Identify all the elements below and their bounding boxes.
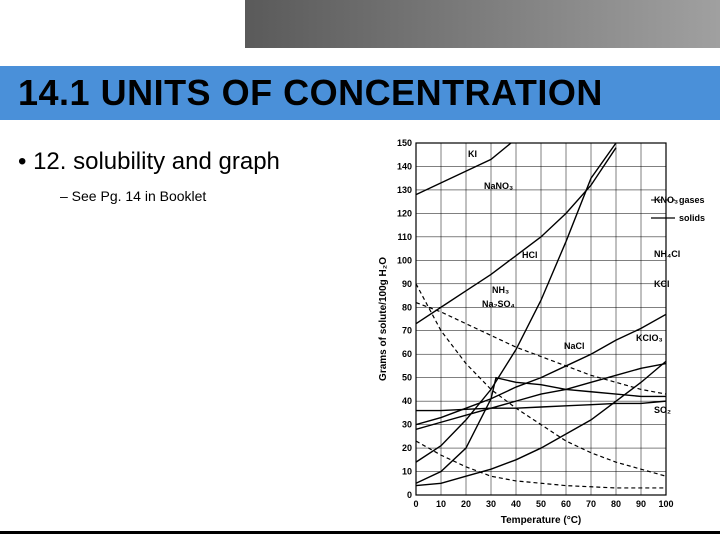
svg-text:70: 70 <box>586 499 596 509</box>
svg-text:SO₂: SO₂ <box>654 405 671 415</box>
title-bar: 14.1 UNITS OF CONCENTRATION <box>0 66 720 120</box>
svg-text:Temperature (°C): Temperature (°C) <box>501 515 582 526</box>
svg-text:30: 30 <box>402 420 412 430</box>
svg-text:20: 20 <box>461 499 471 509</box>
svg-text:80: 80 <box>611 499 621 509</box>
svg-text:0: 0 <box>413 499 418 509</box>
svg-text:40: 40 <box>511 499 521 509</box>
svg-text:KCl: KCl <box>654 279 670 289</box>
svg-text:10: 10 <box>436 499 446 509</box>
svg-text:100: 100 <box>658 499 673 509</box>
page-title: 14.1 UNITS OF CONCENTRATION <box>18 72 603 114</box>
svg-text:100: 100 <box>397 255 412 265</box>
svg-text:NH₄Cl: NH₄Cl <box>654 249 680 259</box>
svg-text:90: 90 <box>402 279 412 289</box>
svg-text:0: 0 <box>407 490 412 500</box>
svg-text:80: 80 <box>402 302 412 312</box>
svg-text:Na₂SO₄: Na₂SO₄ <box>482 299 515 309</box>
sub-bullet-text: – See Pg. 14 in Booklet <box>60 188 206 204</box>
svg-text:30: 30 <box>486 499 496 509</box>
svg-text:70: 70 <box>402 326 412 336</box>
svg-text:NaNO₃: NaNO₃ <box>484 181 513 191</box>
svg-text:90: 90 <box>636 499 646 509</box>
svg-text:50: 50 <box>536 499 546 509</box>
svg-text:gases: gases <box>679 195 705 205</box>
svg-text:130: 130 <box>397 185 412 195</box>
svg-text:NH₃: NH₃ <box>492 285 509 295</box>
svg-text:110: 110 <box>397 232 412 242</box>
svg-text:50: 50 <box>402 373 412 383</box>
svg-text:HCl: HCl <box>522 250 538 260</box>
svg-text:150: 150 <box>397 138 412 148</box>
svg-text:10: 10 <box>402 467 412 477</box>
svg-text:Grams of solute/100g H₂O: Grams of solute/100g H₂O <box>378 257 389 381</box>
svg-text:120: 120 <box>397 208 412 218</box>
svg-text:60: 60 <box>561 499 571 509</box>
chart-svg: 0 10 20 30 40 50 60 70 80 90 100 0 10 20 30 40 50 60 70 80 9… <box>372 135 712 531</box>
svg-text:solids: solids <box>679 213 705 223</box>
svg-text:KI: KI <box>468 149 477 159</box>
footer-line <box>0 531 720 534</box>
svg-text:40: 40 <box>402 396 412 406</box>
svg-text:KClO₃: KClO₃ <box>636 333 663 343</box>
svg-text:140: 140 <box>397 161 412 171</box>
header-gradient-bar <box>245 0 720 48</box>
svg-text:60: 60 <box>402 349 412 359</box>
main-bullet-text: • 12. solubility and graph <box>18 148 280 176</box>
solubility-chart: 0 10 20 30 40 50 60 70 80 90 100 0 10 20 30 40 50 60 70 80 9… <box>372 135 712 531</box>
svg-text:NaCl: NaCl <box>564 341 585 351</box>
svg-text:20: 20 <box>402 443 412 453</box>
